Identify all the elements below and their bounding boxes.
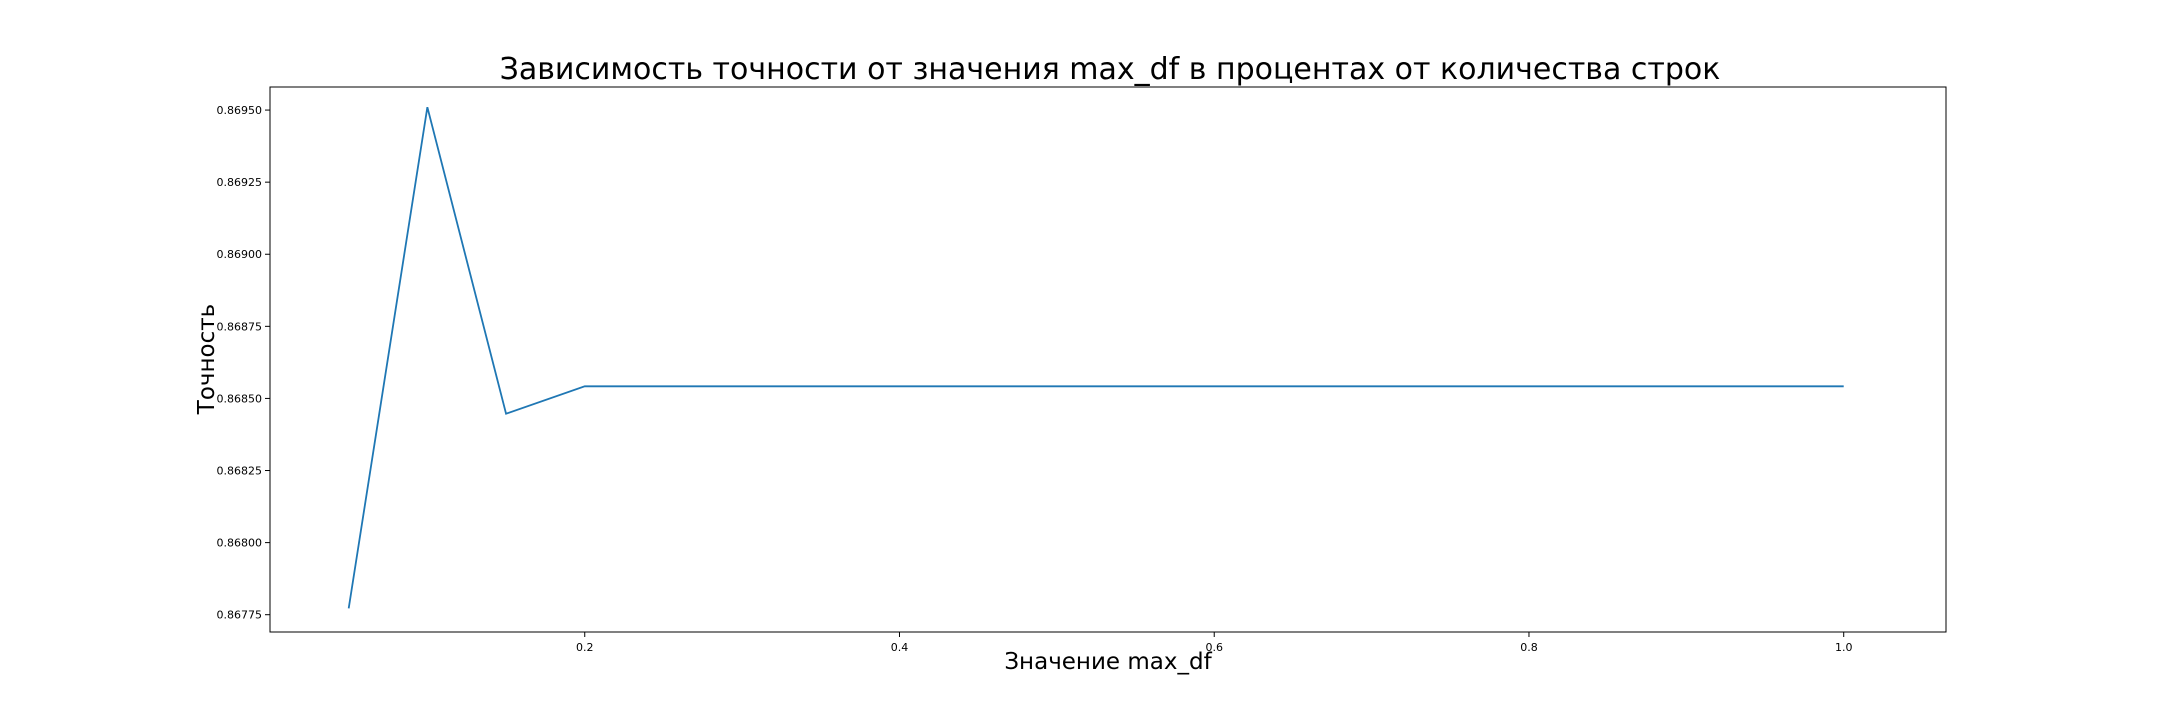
y-tick-label: 0.86850 (217, 392, 263, 405)
x-tick-label: 0.2 (576, 641, 594, 654)
series-layer (347, 106, 1844, 609)
x-tick-label: 0.8 (1520, 641, 1538, 654)
y-tick-label: 0.86950 (217, 104, 263, 117)
x-tick-label: 0.4 (891, 641, 909, 654)
y-tick-label: 0.86875 (217, 320, 263, 333)
y-tick-label: 0.86925 (217, 176, 263, 189)
x-axis-label: Значение max_df (1004, 649, 1212, 675)
y-axis: 0.86775 0.86800 0.86825 0.86850 0.86875 0.869… (217, 104, 270, 622)
x-tick-label: 0.6 (1205, 641, 1223, 654)
y-tick-label: 0.86825 (217, 465, 263, 478)
x-tick-label: 1.0 (1835, 641, 1853, 654)
y-axis-label: Точность (194, 304, 220, 415)
chart-title: Зависимость точности от значения max_df … (500, 52, 1721, 87)
y-tick-label: 0.86900 (217, 248, 263, 261)
x-axis: 0.2 0.4 0.6 0.8 1.0 (576, 632, 1852, 654)
series-line (347, 106, 1844, 609)
y-tick-label: 0.86800 (217, 537, 263, 550)
plot-area (269, 86, 1947, 633)
plot-frame (269, 86, 1947, 633)
y-tick-label: 0.86775 (217, 609, 263, 622)
